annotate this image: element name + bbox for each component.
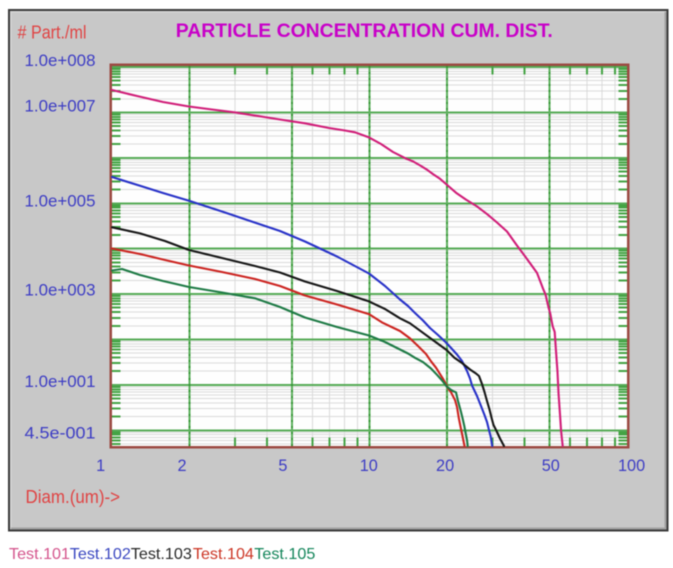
svg-text:1.0e+008: 1.0e+008 [25,51,96,70]
svg-text:1.0e+007: 1.0e+007 [25,97,96,116]
svg-text:5: 5 [278,457,287,475]
svg-text:20: 20 [436,457,454,475]
svg-text:1.0e+001: 1.0e+001 [25,372,96,391]
svg-text:100: 100 [618,457,645,475]
svg-text:Test.105: Test.105 [254,546,315,563]
svg-text:1.0e+005: 1.0e+005 [25,192,96,211]
svg-text:1: 1 [96,457,105,475]
svg-text:Diam.(um)->: Diam.(um)-> [26,487,121,507]
svg-text:4.5e-001: 4.5e-001 [25,424,96,443]
svg-text:# Part./ml: # Part./ml [18,22,87,42]
svg-text:Test.103: Test.103 [131,546,192,563]
svg-text:1.0e+003: 1.0e+003 [25,281,96,300]
svg-text:Test.101: Test.101 [9,546,70,563]
svg-text:10: 10 [360,457,378,475]
svg-text:2: 2 [177,457,186,475]
svg-text:50: 50 [542,457,560,475]
svg-text:Test.104: Test.104 [193,546,254,563]
svg-text:Test.102: Test.102 [70,546,131,563]
svg-text:PARTICLE CONCENTRATION CUM. DI: PARTICLE CONCENTRATION CUM. DIST. [176,21,553,42]
